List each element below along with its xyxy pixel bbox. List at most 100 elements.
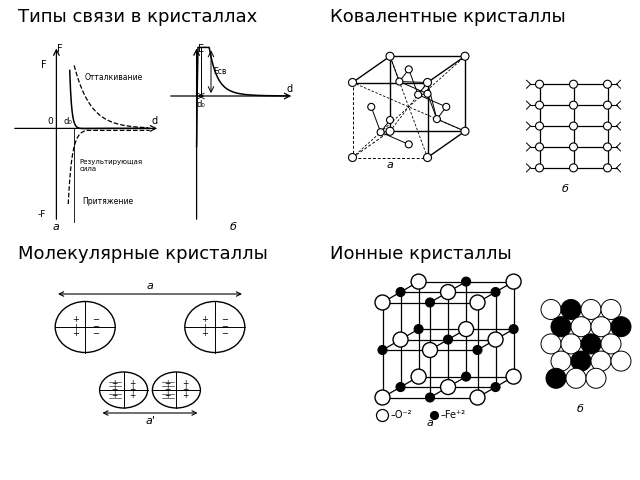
Circle shape — [586, 368, 606, 388]
Circle shape — [473, 346, 482, 355]
Circle shape — [604, 122, 611, 130]
Circle shape — [561, 334, 581, 354]
Text: Результирующая
сила: Результирующая сила — [79, 159, 142, 172]
Circle shape — [581, 300, 601, 320]
Circle shape — [349, 154, 356, 161]
Circle shape — [393, 332, 408, 347]
Circle shape — [536, 101, 543, 109]
Text: F: F — [58, 44, 63, 54]
Text: Притяжение: Притяжение — [82, 197, 133, 206]
Circle shape — [536, 80, 543, 88]
Circle shape — [440, 380, 456, 395]
Circle shape — [461, 52, 469, 60]
Circle shape — [411, 369, 426, 384]
Circle shape — [426, 393, 435, 402]
Text: +: + — [111, 385, 118, 395]
Circle shape — [611, 351, 631, 371]
Circle shape — [396, 78, 403, 85]
Circle shape — [604, 80, 611, 88]
Ellipse shape — [55, 301, 115, 352]
Circle shape — [601, 334, 621, 354]
Circle shape — [470, 295, 485, 310]
Circle shape — [604, 143, 611, 151]
Circle shape — [415, 91, 422, 98]
Text: +: + — [129, 385, 136, 395]
Ellipse shape — [185, 301, 245, 352]
Text: +: + — [182, 392, 189, 400]
Circle shape — [405, 141, 412, 148]
Circle shape — [541, 300, 561, 320]
Circle shape — [461, 127, 469, 135]
Text: −: − — [92, 315, 99, 324]
Text: +: + — [164, 380, 171, 388]
Circle shape — [551, 317, 571, 336]
Circle shape — [536, 164, 543, 172]
Circle shape — [414, 324, 423, 334]
Circle shape — [561, 300, 581, 320]
Circle shape — [411, 274, 426, 289]
Text: −: − — [221, 315, 228, 324]
Circle shape — [461, 277, 470, 286]
Text: F: F — [41, 60, 46, 71]
Circle shape — [566, 368, 586, 388]
Text: +: + — [129, 380, 136, 388]
Circle shape — [376, 409, 388, 421]
Circle shape — [433, 116, 440, 122]
Circle shape — [571, 351, 591, 371]
Circle shape — [570, 80, 577, 88]
Text: −: − — [92, 329, 99, 338]
Circle shape — [506, 274, 521, 289]
Text: E: E — [198, 44, 204, 54]
Circle shape — [491, 288, 500, 297]
Circle shape — [424, 79, 431, 86]
Circle shape — [387, 117, 394, 123]
Text: +: + — [129, 392, 136, 400]
Text: +: + — [72, 323, 79, 332]
Text: б: б — [577, 405, 584, 415]
Circle shape — [396, 383, 405, 392]
Text: б: б — [230, 222, 236, 232]
Text: −: − — [92, 323, 99, 332]
Text: Ковалентные кристаллы: Ковалентные кристаллы — [330, 8, 566, 26]
Circle shape — [536, 143, 543, 151]
Text: -F: -F — [38, 210, 46, 219]
Text: Молекулярные кристаллы: Молекулярные кристаллы — [18, 245, 268, 263]
Circle shape — [422, 343, 438, 358]
Text: −: − — [221, 323, 228, 332]
Circle shape — [488, 332, 503, 347]
Text: а: а — [387, 159, 394, 169]
Circle shape — [375, 390, 390, 405]
Text: d₀: d₀ — [63, 118, 72, 126]
Text: +: + — [72, 329, 79, 338]
Text: Отталкивание: Отталкивание — [84, 73, 143, 82]
Circle shape — [506, 369, 521, 384]
Circle shape — [541, 334, 561, 354]
Circle shape — [424, 154, 431, 161]
Circle shape — [377, 129, 384, 136]
Circle shape — [591, 317, 611, 336]
Text: a: a — [147, 281, 154, 291]
Circle shape — [424, 90, 431, 97]
Circle shape — [378, 346, 387, 355]
Circle shape — [546, 368, 566, 388]
Text: Ионные кристаллы: Ионные кристаллы — [330, 245, 512, 263]
Circle shape — [581, 334, 601, 354]
Circle shape — [443, 103, 450, 110]
Text: +: + — [202, 315, 208, 324]
Ellipse shape — [100, 372, 148, 408]
Circle shape — [440, 285, 456, 300]
Text: +: + — [111, 380, 118, 388]
Circle shape — [461, 372, 470, 381]
Circle shape — [570, 164, 577, 172]
Text: +: + — [164, 385, 171, 395]
Text: б: б — [561, 184, 568, 194]
Text: а: а — [427, 418, 433, 428]
Text: d: d — [287, 84, 293, 94]
Circle shape — [396, 288, 405, 297]
Circle shape — [570, 101, 577, 109]
Circle shape — [601, 300, 621, 320]
Circle shape — [375, 295, 390, 310]
Text: Eсв: Eсв — [213, 67, 227, 76]
Circle shape — [444, 335, 452, 344]
Ellipse shape — [152, 372, 200, 408]
